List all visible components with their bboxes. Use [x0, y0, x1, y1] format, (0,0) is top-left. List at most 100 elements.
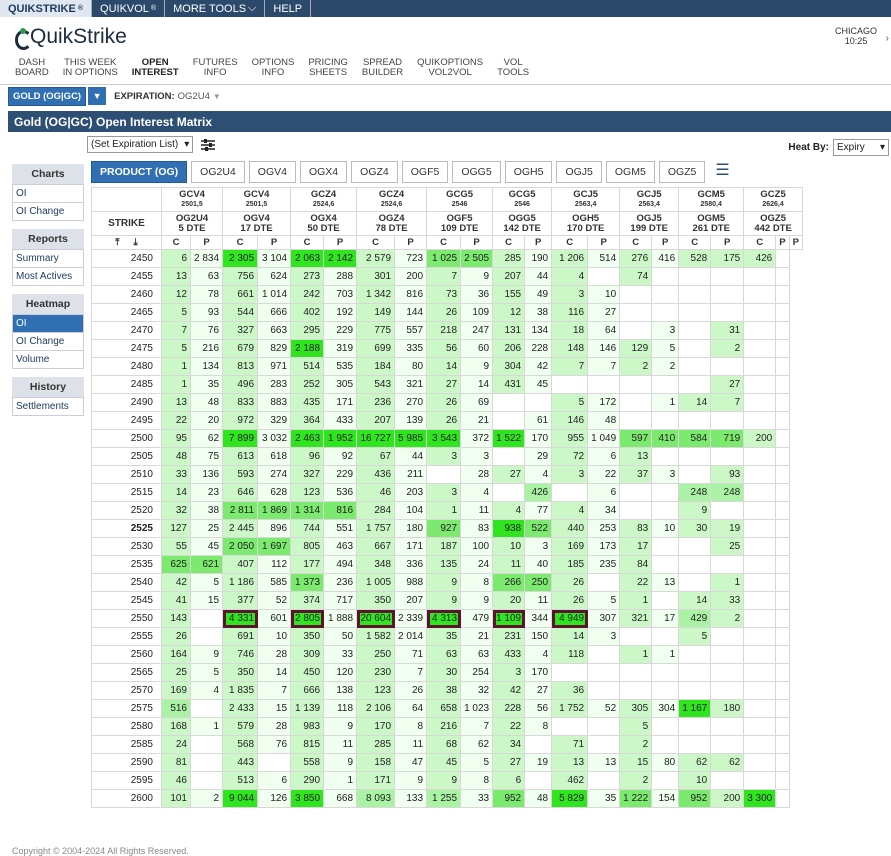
- call-oi-cell[interactable]: 321: [619, 609, 653, 628]
- put-oi-cell[interactable]: 1: [651, 393, 680, 412]
- call-oi-cell[interactable]: [678, 717, 712, 736]
- call-oi-cell[interactable]: 3 300: [743, 789, 777, 808]
- call-oi-cell[interactable]: 26: [426, 411, 462, 430]
- call-oi-cell[interactable]: 983: [290, 717, 325, 736]
- sidebar-item-volume[interactable]: Volume: [12, 351, 84, 369]
- call-oi-cell[interactable]: [678, 735, 712, 754]
- put-oi-cell[interactable]: 100: [460, 537, 494, 556]
- put-oi-cell[interactable]: [775, 789, 790, 808]
- call-oi-cell[interactable]: 143: [161, 609, 191, 628]
- call-oi-cell[interactable]: 55: [161, 537, 191, 556]
- call-oi-cell[interactable]: 1: [161, 357, 191, 376]
- put-oi-cell[interactable]: 307: [587, 609, 621, 628]
- chevron-down-icon[interactable]: ▼: [212, 91, 221, 101]
- call-oi-cell[interactable]: 584: [678, 429, 712, 448]
- put-oi-cell[interactable]: 1: [323, 771, 358, 790]
- put-oi-cell[interactable]: [651, 537, 680, 556]
- put-oi-cell[interactable]: 829: [257, 339, 292, 358]
- top-tab-more-tools[interactable]: MORE TOOLS ⌵: [165, 0, 266, 17]
- put-oi-cell[interactable]: [710, 681, 745, 700]
- call-oi-cell[interactable]: 12: [492, 303, 526, 322]
- put-oi-cell[interactable]: 56: [524, 699, 553, 718]
- call-oi-cell[interactable]: 1: [619, 645, 653, 664]
- put-oi-cell[interactable]: 45: [189, 537, 224, 556]
- call-oi-cell[interactable]: 429: [678, 609, 712, 628]
- put-oi-cell[interactable]: 557: [394, 321, 428, 340]
- call-oi-cell[interactable]: 1 255: [426, 789, 462, 808]
- put-oi-cell[interactable]: [710, 285, 745, 304]
- put-oi-cell[interactable]: 329: [257, 411, 292, 430]
- put-oi-cell[interactable]: 2 142: [323, 249, 358, 268]
- menu-icon[interactable]: ☰: [715, 162, 730, 179]
- call-oi-cell[interactable]: 952: [492, 789, 526, 808]
- put-oi-cell[interactable]: 3: [524, 537, 553, 556]
- put-oi-cell[interactable]: 988: [394, 573, 428, 592]
- call-oi-cell[interactable]: 71: [551, 735, 589, 754]
- put-oi-cell[interactable]: 7: [460, 717, 494, 736]
- put-oi-cell[interactable]: [775, 447, 790, 466]
- call-oi-cell[interactable]: [619, 483, 653, 502]
- put-oi-cell[interactable]: 2: [189, 789, 224, 808]
- put-oi-cell[interactable]: 190: [524, 249, 553, 268]
- call-oi-cell[interactable]: 1 835: [222, 681, 259, 700]
- call-oi-cell[interactable]: 25: [161, 663, 191, 682]
- call-oi-cell[interactable]: [492, 447, 526, 466]
- put-oi-cell[interactable]: 21: [460, 627, 494, 646]
- put-oi-cell[interactable]: 283: [257, 375, 292, 394]
- put-oi-cell[interactable]: [651, 375, 680, 394]
- put-oi-cell[interactable]: 1 049: [587, 429, 621, 448]
- call-oi-cell[interactable]: 364: [290, 411, 325, 430]
- nav-item-vol-tools[interactable]: VOL TOOLS: [490, 57, 536, 84]
- put-oi-cell[interactable]: [710, 501, 745, 520]
- put-oi-cell[interactable]: 23: [189, 483, 224, 502]
- put-oi-cell[interactable]: 2 505: [460, 249, 494, 268]
- call-oi-cell[interactable]: [551, 717, 589, 736]
- call-oi-cell[interactable]: [743, 681, 777, 700]
- call-oi-cell[interactable]: [678, 339, 712, 358]
- call-oi-cell[interactable]: 218: [426, 321, 462, 340]
- call-oi-cell[interactable]: 184: [356, 357, 396, 376]
- call-oi-cell[interactable]: 972: [222, 411, 259, 430]
- call-oi-cell[interactable]: 26: [426, 303, 462, 322]
- call-oi-cell[interactable]: 123: [356, 681, 396, 700]
- call-oi-cell[interactable]: 13: [161, 267, 191, 286]
- put-oi-cell[interactable]: 180: [394, 519, 428, 538]
- nav-item-this-week-in-options[interactable]: THIS WEEK IN OPTIONS: [56, 57, 125, 84]
- put-oi-cell[interactable]: 36: [460, 285, 494, 304]
- call-oi-cell[interactable]: [678, 267, 712, 286]
- put-oi-cell[interactable]: 2: [651, 357, 680, 376]
- call-oi-cell[interactable]: 24: [161, 735, 191, 754]
- put-oi-cell[interactable]: 38: [524, 303, 553, 322]
- put-oi-cell[interactable]: 3: [587, 627, 621, 646]
- call-oi-cell[interactable]: 46: [161, 771, 191, 790]
- call-oi-cell[interactable]: 1 186: [222, 573, 259, 592]
- put-oi-cell[interactable]: 71: [394, 645, 428, 664]
- put-oi-cell[interactable]: [775, 609, 790, 628]
- put-oi-cell[interactable]: 69: [460, 393, 494, 412]
- call-oi-cell[interactable]: 295: [290, 321, 325, 340]
- call-oi-cell[interactable]: 38: [426, 681, 462, 700]
- call-oi-cell[interactable]: 46: [356, 483, 396, 502]
- call-oi-cell[interactable]: 129: [619, 339, 653, 358]
- tab-ogj5[interactable]: OGJ5: [556, 161, 602, 183]
- call-oi-cell[interactable]: 625: [161, 555, 191, 574]
- put-oi-cell[interactable]: 61: [524, 411, 553, 430]
- put-oi-cell[interactable]: 816: [394, 285, 428, 304]
- put-oi-cell[interactable]: 15: [257, 699, 292, 718]
- put-oi-cell[interactable]: 9: [460, 267, 494, 286]
- call-oi-cell[interactable]: 170: [356, 717, 396, 736]
- put-oi-cell[interactable]: 5 985: [394, 429, 428, 448]
- put-oi-cell[interactable]: 35: [587, 789, 621, 808]
- put-oi-cell[interactable]: 203: [394, 483, 428, 502]
- put-oi-cell[interactable]: 10: [651, 519, 680, 538]
- put-oi-cell[interactable]: 172: [587, 393, 621, 412]
- call-oi-cell[interactable]: [492, 393, 526, 412]
- put-oi-cell[interactable]: 250: [524, 573, 553, 592]
- put-oi-cell[interactable]: 14: [460, 375, 494, 394]
- call-oi-cell[interactable]: [743, 447, 777, 466]
- put-oi-cell[interactable]: 62: [189, 429, 224, 448]
- call-oi-cell[interactable]: 22: [161, 411, 191, 430]
- put-oi-cell[interactable]: 9: [323, 717, 358, 736]
- put-oi-cell[interactable]: 32: [460, 681, 494, 700]
- put-oi-cell[interactable]: [651, 681, 680, 700]
